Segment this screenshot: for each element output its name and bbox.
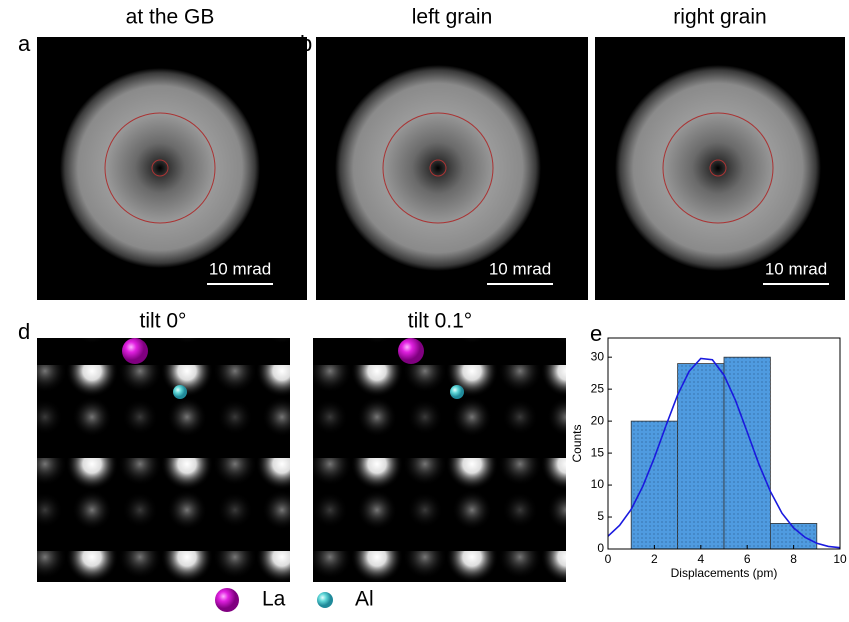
x-tick-label: 4: [697, 552, 704, 566]
x-tick-label: 10: [833, 552, 847, 566]
y-tick-label: 0: [597, 541, 604, 555]
y-tick-label: 30: [591, 349, 605, 363]
al-atom: [173, 385, 187, 399]
la-atom: [398, 338, 424, 364]
la-atom: [122, 338, 148, 364]
legend-label: La: [262, 588, 286, 611]
y-tick-label: 10: [591, 477, 605, 491]
panel-label: b: [300, 31, 312, 56]
panel-title: left grain: [412, 6, 493, 29]
panel-label: e: [590, 321, 602, 346]
y-tick-label: 15: [591, 445, 605, 459]
scale-bar-label: 10 mrad: [489, 259, 551, 278]
legend-al-marker: [317, 592, 333, 608]
y-tick-label: 25: [591, 381, 605, 395]
al-atom: [450, 385, 464, 399]
diffraction-disc: [60, 68, 260, 268]
histogram: 0 5 10 15 20 25 30 0 2 4 6 8 10 Displacements (pm) Cou…: [570, 338, 847, 580]
x-axis-label: Displacements (pm): [671, 566, 778, 580]
panel-label: a: [18, 31, 31, 56]
panel-label: c: [577, 31, 588, 56]
bar: [631, 421, 677, 549]
panel-label: d: [18, 319, 30, 344]
panel-title: tilt 0.1°: [408, 310, 472, 333]
x-tick-label: 2: [651, 552, 658, 566]
x-tick-label: 0: [605, 552, 612, 566]
figure: a at the GB 10 mrad b left grain 10 mrad…: [0, 0, 849, 617]
panel-title: at the GB: [126, 6, 215, 29]
diffraction-disc: [335, 65, 541, 271]
simulated-image: [37, 338, 290, 582]
x-tick-label: 8: [790, 552, 797, 566]
y-axis-label: Counts: [570, 424, 584, 462]
simulated-image: [313, 338, 566, 582]
bar: [678, 364, 724, 549]
legend-label: Al: [355, 588, 374, 611]
y-tick-label: 20: [591, 413, 605, 427]
bar: [724, 357, 770, 549]
legend-la-marker: [215, 588, 239, 612]
x-tick-label: 6: [744, 552, 751, 566]
diffraction-disc: [615, 65, 821, 271]
panel-title: tilt 0°: [140, 310, 187, 333]
scale-bar-label: 10 mrad: [209, 259, 271, 278]
scale-bar-label: 10 mrad: [765, 259, 827, 278]
panel-title: right grain: [673, 6, 766, 29]
y-tick-label: 5: [597, 509, 604, 523]
